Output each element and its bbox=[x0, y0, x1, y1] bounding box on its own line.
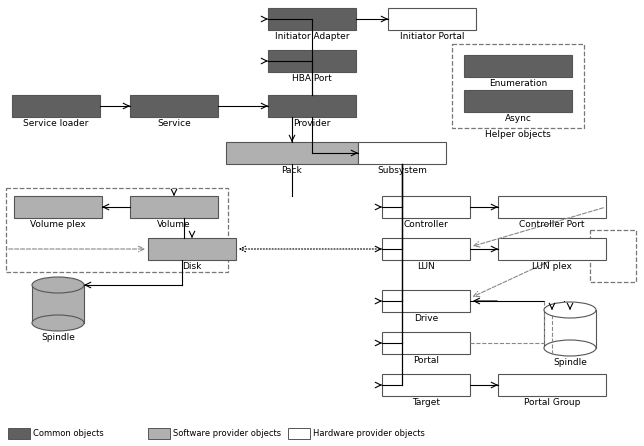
Bar bbox=[452, 44, 584, 128]
Bar bbox=[498, 196, 606, 218]
Ellipse shape bbox=[32, 277, 84, 293]
Bar bbox=[148, 428, 170, 439]
Ellipse shape bbox=[544, 302, 596, 318]
Text: Provider: Provider bbox=[293, 119, 330, 128]
Ellipse shape bbox=[544, 340, 596, 356]
Bar bbox=[32, 285, 84, 323]
Bar bbox=[268, 50, 356, 72]
Bar bbox=[268, 8, 356, 30]
Text: Disk: Disk bbox=[182, 262, 202, 271]
Bar bbox=[382, 332, 470, 354]
Text: Drive: Drive bbox=[414, 314, 438, 323]
Bar bbox=[464, 55, 572, 77]
Bar bbox=[382, 290, 470, 312]
Bar bbox=[498, 238, 606, 260]
Bar bbox=[226, 142, 358, 164]
Text: Hardware provider objects: Hardware provider objects bbox=[313, 429, 425, 438]
Text: LUN: LUN bbox=[417, 262, 435, 271]
Bar bbox=[6, 188, 228, 272]
Text: LUN plex: LUN plex bbox=[532, 262, 572, 271]
Bar bbox=[464, 90, 572, 112]
Text: Pack: Pack bbox=[281, 166, 303, 175]
Text: Controller: Controller bbox=[404, 220, 448, 229]
Bar bbox=[382, 238, 470, 260]
Bar bbox=[382, 374, 470, 396]
Bar bbox=[8, 428, 30, 439]
Text: Spindle: Spindle bbox=[41, 333, 75, 342]
Text: Service: Service bbox=[157, 119, 191, 128]
Text: Enumeration: Enumeration bbox=[489, 79, 547, 88]
Text: Portal Group: Portal Group bbox=[524, 398, 580, 407]
Text: Service loader: Service loader bbox=[23, 119, 89, 128]
Bar bbox=[590, 230, 636, 282]
Bar bbox=[358, 142, 446, 164]
Text: Helper objects: Helper objects bbox=[485, 130, 551, 139]
Bar bbox=[498, 374, 606, 396]
Text: Initiator Adapter: Initiator Adapter bbox=[275, 32, 349, 41]
Bar bbox=[382, 196, 470, 218]
Text: Portal: Portal bbox=[413, 356, 439, 365]
Bar bbox=[268, 95, 356, 117]
Bar bbox=[288, 428, 310, 439]
Text: Controller Port: Controller Port bbox=[519, 220, 585, 229]
Bar bbox=[148, 238, 236, 260]
Text: Async: Async bbox=[504, 114, 531, 123]
Text: Spindle: Spindle bbox=[553, 358, 587, 367]
Text: Subsystem: Subsystem bbox=[377, 166, 427, 175]
Text: Common objects: Common objects bbox=[33, 429, 104, 438]
Ellipse shape bbox=[32, 315, 84, 331]
Text: Volume: Volume bbox=[157, 220, 191, 229]
Text: Target: Target bbox=[412, 398, 440, 407]
Bar bbox=[130, 95, 218, 117]
Text: HBA Port: HBA Port bbox=[292, 74, 332, 83]
Text: Software provider objects: Software provider objects bbox=[173, 429, 281, 438]
Bar bbox=[14, 196, 102, 218]
Bar bbox=[12, 95, 100, 117]
Text: Initiator Portal: Initiator Portal bbox=[400, 32, 464, 41]
Bar bbox=[388, 8, 476, 30]
Text: Volume plex: Volume plex bbox=[30, 220, 86, 229]
Bar bbox=[130, 196, 218, 218]
Bar bbox=[544, 310, 596, 348]
